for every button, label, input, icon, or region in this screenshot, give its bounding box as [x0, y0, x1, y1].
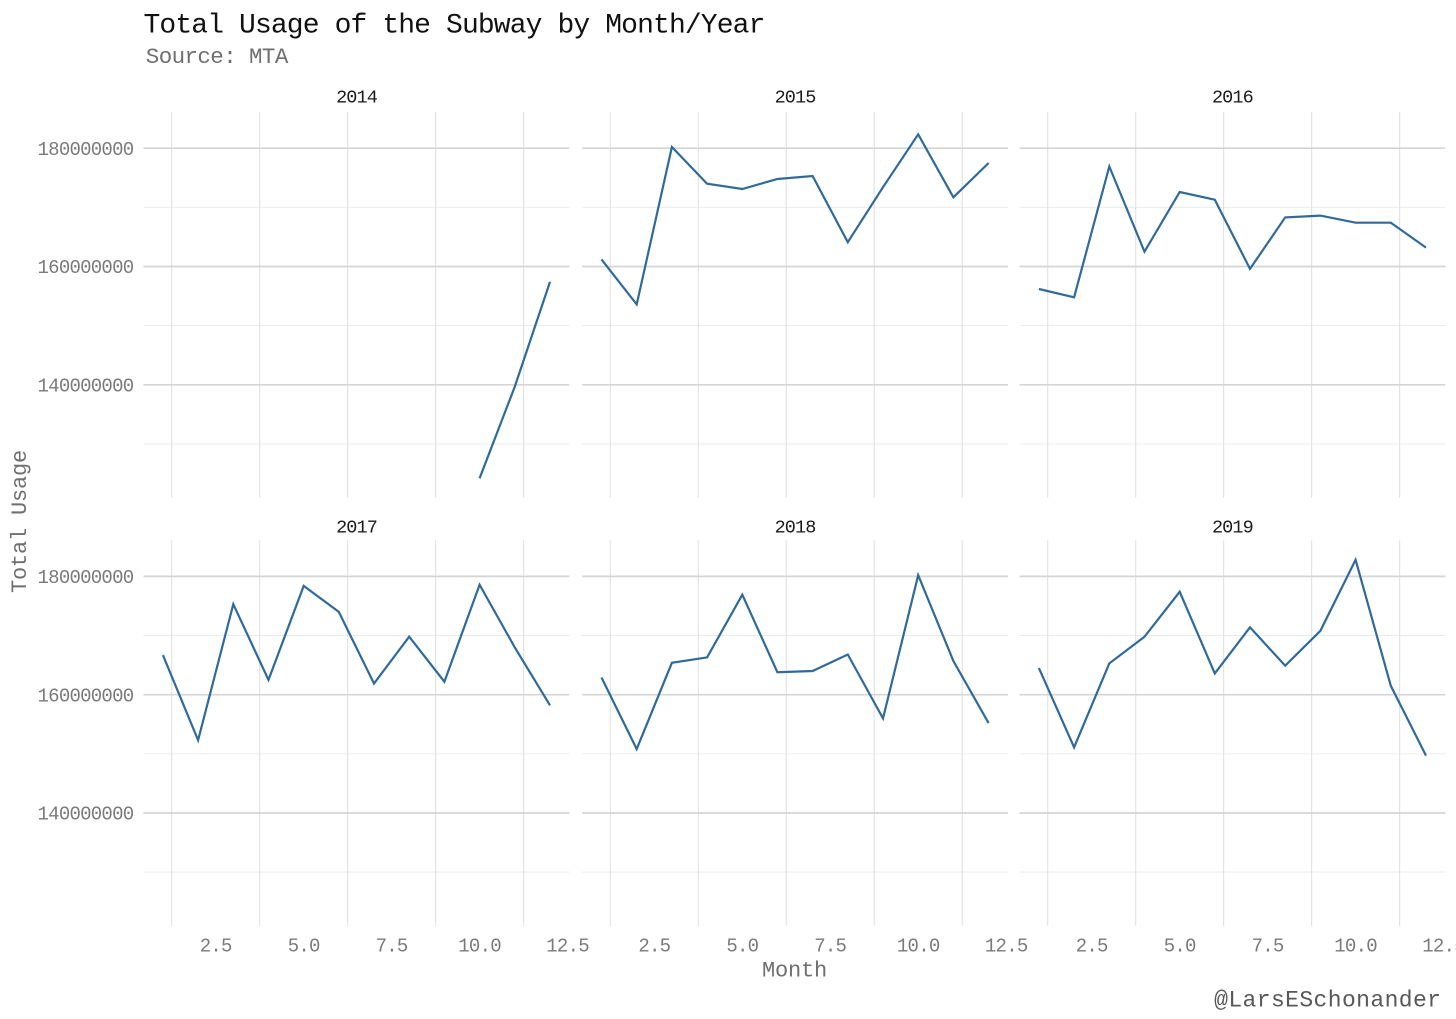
svg-text:12.5: 12.5: [546, 936, 589, 958]
svg-text:7.5: 7.5: [1252, 936, 1284, 958]
svg-text:140000000: 140000000: [38, 804, 134, 826]
svg-text:180000000: 180000000: [38, 139, 134, 161]
svg-text:10.0: 10.0: [458, 936, 501, 958]
svg-text:160000000: 160000000: [38, 685, 134, 707]
svg-text:180000000: 180000000: [38, 567, 134, 589]
svg-text:10.0: 10.0: [1334, 936, 1377, 958]
svg-text:2014: 2014: [336, 88, 378, 109]
svg-text:2016: 2016: [1212, 88, 1253, 109]
svg-text:Total Usage: Total Usage: [8, 450, 33, 593]
svg-text:2019: 2019: [1212, 518, 1253, 539]
svg-text:10.0: 10.0: [897, 936, 940, 958]
svg-text:2.5: 2.5: [1076, 936, 1108, 958]
svg-text:2.5: 2.5: [200, 936, 232, 958]
svg-text:2.5: 2.5: [638, 936, 670, 958]
svg-text:2017: 2017: [336, 518, 377, 539]
svg-text:2018: 2018: [775, 518, 816, 539]
svg-text:5.0: 5.0: [726, 936, 758, 958]
svg-text:2015: 2015: [775, 88, 816, 109]
svg-text:12.5: 12.5: [985, 936, 1028, 958]
svg-text:Total Usage of the Subway by M: Total Usage of the Subway by Month/Year: [144, 10, 765, 41]
svg-text:7.5: 7.5: [376, 936, 408, 958]
svg-text:5.0: 5.0: [288, 936, 320, 958]
svg-text:7.5: 7.5: [814, 936, 846, 958]
svg-text:12.5: 12.5: [1422, 936, 1456, 958]
svg-text:Month: Month: [762, 959, 827, 984]
svg-text:140000000: 140000000: [38, 375, 134, 397]
svg-text:@LarsESchonander: @LarsESchonander: [1214, 988, 1441, 1014]
svg-text:160000000: 160000000: [38, 257, 134, 279]
svg-text:Source: MTA: Source: MTA: [146, 44, 289, 70]
svg-text:5.0: 5.0: [1164, 936, 1196, 958]
